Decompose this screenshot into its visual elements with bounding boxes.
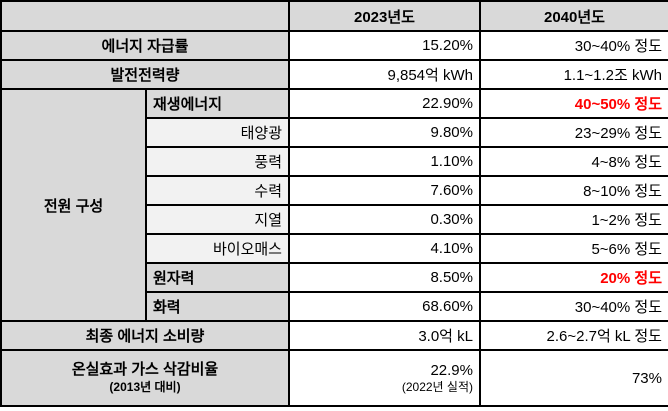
label-hydro: 수력	[145, 175, 290, 206]
label-wind: 풍력	[145, 146, 290, 177]
ghg-reduction-baseline-note: (2013년 대비)	[109, 379, 181, 394]
value-2023-final-energy-consumption: 3.0억 kL	[288, 320, 481, 351]
row-wind: 풍력 1.10% 4~8% 정도	[1, 146, 668, 177]
label-solar: 태양광	[145, 117, 290, 148]
value-2023-ghg-reduction: 22.9% (2022년 실적)	[288, 349, 481, 407]
value-2040-power-generation: 1.1~1.2조 kWh	[479, 59, 668, 90]
row-thermal: 화력 68.60% 30~40% 정도	[1, 291, 668, 322]
label-ghg-reduction: 온실효과 가스 삭감비율 (2013년 대비)	[0, 349, 290, 407]
value-2040-thermal: 30~40% 정도	[479, 291, 668, 322]
row-final-energy-consumption: 최종 에너지 소비량 3.0억 kL 2.6~2.7억 kL 정도	[0, 320, 668, 351]
value-2040-renewable: 40~50% 정도	[479, 88, 668, 119]
label-biomass: 바이오매스	[145, 233, 290, 264]
value-2040-hydro: 8~10% 정도	[479, 175, 668, 206]
value-2040-nuclear: 20% 정도	[479, 262, 668, 293]
header-empty-cell	[0, 0, 290, 32]
row-nuclear: 원자력 8.50% 20% 정도	[1, 262, 668, 293]
value-2023-geothermal: 0.30%	[288, 204, 481, 235]
header-row: 2023년도 2040년도	[0, 0, 668, 32]
value-2040-wind: 4~8% 정도	[479, 146, 668, 177]
value-2023-thermal: 68.60%	[288, 291, 481, 322]
value-2023-solar: 9.80%	[288, 117, 481, 148]
value-2023-nuclear: 8.50%	[288, 262, 481, 293]
ghg-reduction-title: 온실효과 가스 삭감비율	[71, 361, 219, 379]
row-geothermal: 지열 0.30% 1~2% 정도	[1, 204, 668, 235]
label-geothermal: 지열	[145, 204, 290, 235]
label-renewable: 재생에너지	[145, 88, 290, 119]
ghg-2023-actual-note: (2022년 실적)	[401, 380, 473, 395]
label-power-generation: 발전전력량	[0, 59, 290, 90]
label-thermal: 화력	[145, 291, 290, 322]
value-2023-power-generation: 9,854억 kWh	[288, 59, 481, 90]
value-2040-biomass: 5~6% 정도	[479, 233, 668, 264]
row-hydro: 수력 7.60% 8~10% 정도	[1, 175, 668, 206]
label-power-mix-group: 전원 구성	[0, 88, 147, 322]
header-2023: 2023년도	[288, 0, 481, 32]
value-2023-renewable: 22.90%	[288, 88, 481, 119]
value-2040-solar: 23~29% 정도	[479, 117, 668, 148]
row-biomass: 바이오매스 4.10% 5~6% 정도	[1, 233, 668, 264]
value-2023-hydro: 7.60%	[288, 175, 481, 206]
label-energy-self-sufficiency: 에너지 자급률	[0, 30, 290, 61]
row-solar: 태양광 9.80% 23~29% 정도	[1, 117, 668, 148]
row-power-generation: 발전전력량 9,854억 kWh 1.1~1.2조 kWh	[0, 59, 668, 90]
header-2040: 2040년도	[479, 0, 668, 32]
value-2040-geothermal: 1~2% 정도	[479, 204, 668, 235]
value-2040-final-energy-consumption: 2.6~2.7억 kL 정도	[479, 320, 668, 351]
row-renewable: 전원 구성 재생에너지 22.90% 40~50% 정도	[0, 88, 668, 322]
value-2023-biomass: 4.10%	[288, 233, 481, 264]
value-2040-energy-self-sufficiency: 30~40% 정도	[479, 30, 668, 61]
value-2040-ghg-reduction: 73%	[479, 349, 668, 407]
label-nuclear: 원자력	[145, 262, 290, 293]
row-energy-self-sufficiency: 에너지 자급률 15.20% 30~40% 정도	[0, 30, 668, 61]
ghg-2023-value: 22.9%	[430, 361, 473, 379]
value-2023-wind: 1.10%	[288, 146, 481, 177]
value-2023-energy-self-sufficiency: 15.20%	[288, 30, 481, 61]
label-final-energy-consumption: 최종 에너지 소비량	[0, 320, 290, 351]
row-ghg-reduction: 온실효과 가스 삭감비율 (2013년 대비) 22.9% (2022년 실적)…	[0, 349, 668, 407]
